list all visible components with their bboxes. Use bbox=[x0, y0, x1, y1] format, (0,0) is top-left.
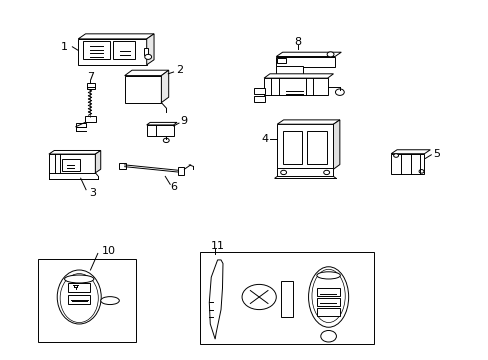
Bar bbox=[68, 283, 90, 292]
Circle shape bbox=[323, 170, 329, 175]
Polygon shape bbox=[209, 260, 223, 339]
Polygon shape bbox=[146, 34, 154, 65]
Polygon shape bbox=[78, 34, 154, 39]
Bar bbox=[277, 58, 285, 63]
Bar bbox=[254, 88, 264, 94]
Text: 11: 11 bbox=[211, 241, 224, 251]
Circle shape bbox=[326, 52, 333, 57]
Text: 6: 6 bbox=[170, 182, 177, 192]
Text: 3: 3 bbox=[89, 188, 96, 198]
Bar bbox=[124, 76, 161, 103]
Bar bbox=[200, 252, 373, 344]
Text: 5: 5 bbox=[432, 149, 439, 159]
Polygon shape bbox=[124, 70, 168, 76]
Bar bbox=[113, 41, 135, 59]
Bar bbox=[264, 78, 327, 95]
Text: 1: 1 bbox=[61, 42, 68, 52]
Bar bbox=[276, 66, 303, 79]
Text: 7: 7 bbox=[87, 72, 94, 82]
Polygon shape bbox=[161, 70, 168, 103]
Bar bbox=[61, 159, 80, 171]
Text: 10: 10 bbox=[102, 246, 115, 256]
Ellipse shape bbox=[311, 269, 345, 323]
Bar bbox=[316, 298, 340, 306]
Bar bbox=[282, 131, 302, 164]
Bar bbox=[85, 116, 96, 122]
Bar bbox=[306, 131, 326, 164]
Circle shape bbox=[320, 330, 336, 342]
Bar bbox=[390, 154, 424, 174]
Bar bbox=[68, 295, 90, 304]
Bar bbox=[316, 308, 340, 316]
Circle shape bbox=[280, 170, 286, 175]
Circle shape bbox=[393, 154, 398, 157]
Ellipse shape bbox=[64, 275, 94, 283]
Circle shape bbox=[144, 54, 151, 59]
Polygon shape bbox=[277, 120, 339, 124]
Ellipse shape bbox=[308, 267, 348, 327]
Text: 4: 4 bbox=[261, 134, 268, 144]
Bar bbox=[276, 57, 334, 67]
Bar bbox=[277, 168, 333, 176]
Bar bbox=[281, 281, 293, 317]
Bar bbox=[78, 39, 146, 65]
Circle shape bbox=[335, 89, 344, 95]
Circle shape bbox=[163, 138, 169, 143]
Circle shape bbox=[242, 284, 276, 310]
Bar bbox=[87, 83, 95, 89]
Polygon shape bbox=[146, 122, 177, 125]
Ellipse shape bbox=[101, 297, 119, 305]
Ellipse shape bbox=[57, 270, 101, 324]
Bar bbox=[277, 124, 333, 169]
Text: 9: 9 bbox=[180, 116, 187, 126]
Text: 2: 2 bbox=[176, 65, 183, 75]
Polygon shape bbox=[276, 52, 341, 57]
Polygon shape bbox=[390, 150, 429, 154]
Polygon shape bbox=[49, 150, 101, 154]
Bar bbox=[254, 96, 264, 102]
Bar bbox=[83, 41, 110, 59]
Text: 8: 8 bbox=[294, 37, 301, 48]
Polygon shape bbox=[95, 150, 101, 173]
Polygon shape bbox=[333, 120, 339, 169]
Circle shape bbox=[418, 170, 423, 173]
Bar bbox=[76, 123, 86, 127]
Bar bbox=[146, 125, 173, 136]
Bar bbox=[38, 259, 136, 342]
Polygon shape bbox=[264, 74, 333, 78]
Ellipse shape bbox=[60, 274, 98, 323]
Bar bbox=[316, 288, 340, 296]
Bar bbox=[177, 167, 184, 175]
Bar bbox=[144, 48, 148, 55]
Ellipse shape bbox=[316, 272, 340, 279]
Bar bbox=[119, 163, 126, 169]
Bar bbox=[49, 154, 95, 173]
